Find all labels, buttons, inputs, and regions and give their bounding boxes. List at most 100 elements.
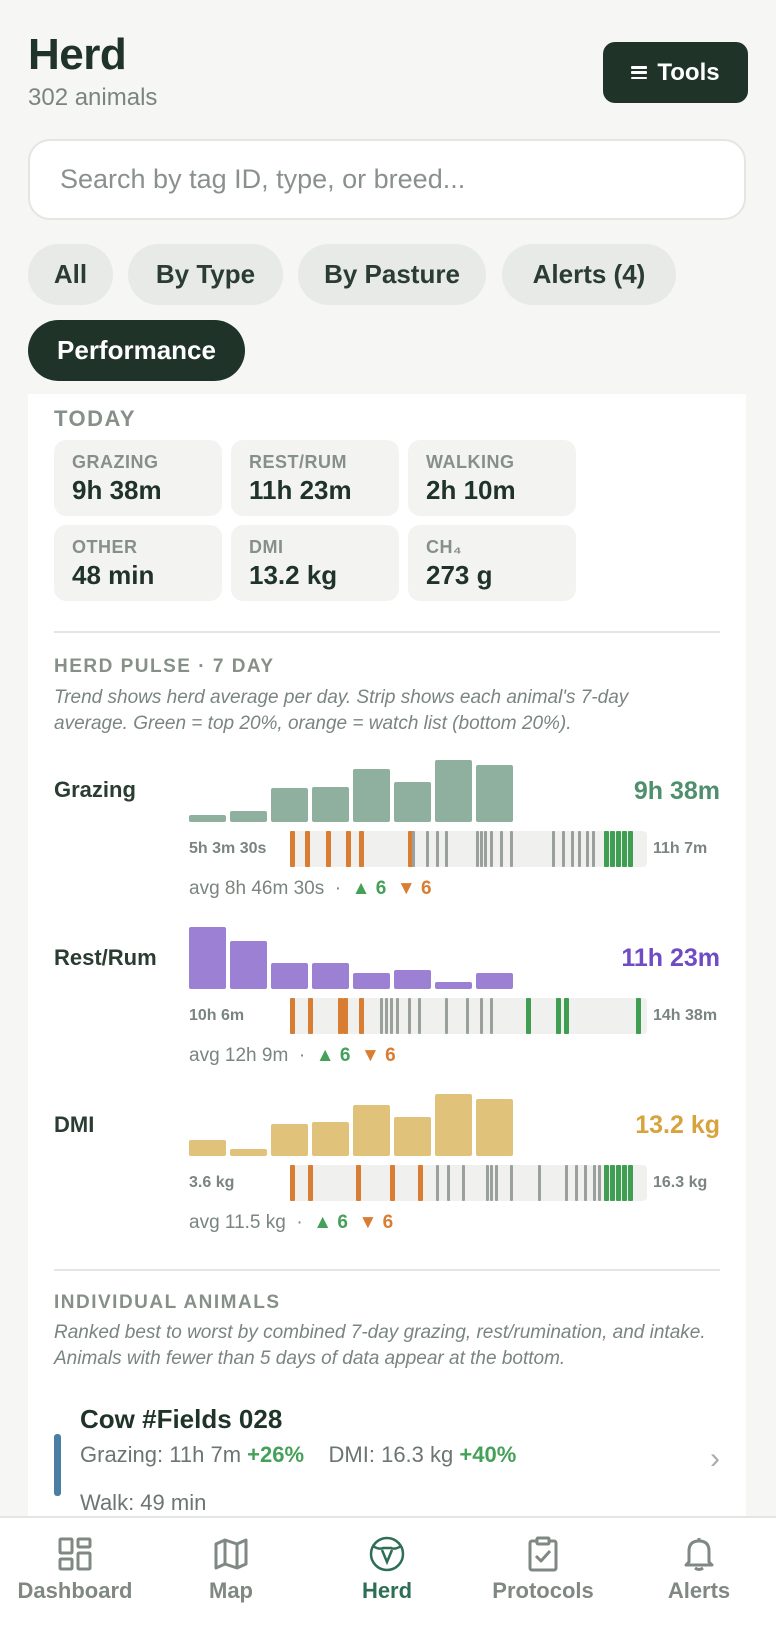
metric-name-dmi: DMI: [54, 1112, 95, 1137]
divider: [54, 1269, 720, 1271]
animal-row[interactable]: Cow #Fields 028 Grazing: 11h 7m +26% DMI…: [54, 1404, 720, 1524]
strip-max-grazing: 11h 7m: [653, 840, 708, 857]
page-title: Herd: [28, 30, 127, 79]
top-count: 6: [337, 1212, 348, 1233]
today-label: TODAY: [54, 406, 137, 431]
tab-label: Protocols: [492, 1578, 594, 1603]
trend-bar: [353, 769, 390, 822]
trend-bar: [189, 927, 226, 989]
animal-tick: [538, 1165, 541, 1201]
watch-count: 6: [420, 878, 432, 899]
animal-tick: [592, 831, 595, 867]
trend-bars-dmi: [189, 1094, 519, 1156]
tab-protocols[interactable]: Protocols: [468, 1536, 618, 1604]
animal-tick: [486, 1165, 489, 1201]
animal-tick: [610, 1165, 615, 1201]
animal-tick: [610, 831, 615, 867]
filter-label: All: [53, 259, 88, 289]
stat-value: 2h 10m: [426, 475, 516, 505]
trend-bar: [271, 963, 308, 989]
trend-bar: [476, 1099, 513, 1156]
animal-tick: [604, 1165, 609, 1201]
strip-min-dmi: 3.6 kg: [189, 1174, 235, 1191]
filter-performance[interactable]: Performance: [28, 320, 245, 381]
dmi-change: +40%: [459, 1442, 517, 1467]
stat-value: 273 g: [426, 560, 493, 590]
animal-tick: [396, 998, 399, 1034]
stat-ch4: CH₄ 273 g: [408, 525, 576, 601]
avg-value: avg 12h 9m: [189, 1045, 289, 1066]
metric-value-grazing: 9h 38m: [633, 777, 720, 805]
stat-walking: WALKING 2h 10m: [408, 440, 576, 516]
animal-tick: [408, 831, 413, 867]
animal-tick: [510, 831, 513, 867]
animal-tick: [290, 998, 295, 1034]
animal-stats: Grazing: 11h 7m +26% DMI: 16.3 kg +40%: [80, 1442, 516, 1468]
stat-rest-rum: REST/RUM 11h 23m: [231, 440, 399, 516]
tab-herd[interactable]: Herd: [312, 1536, 462, 1604]
dashboard-icon: [58, 1537, 92, 1571]
stat-label: GRAZING: [72, 452, 159, 472]
trend-bar: [394, 1117, 431, 1156]
animal-tick: [510, 1165, 513, 1201]
animal-tick: [564, 998, 569, 1034]
animal-tick: [584, 1165, 587, 1201]
animal-tick: [556, 998, 561, 1034]
stat-label: OTHER: [72, 537, 138, 557]
trend-bars-rest-rum: [189, 927, 519, 989]
animal-tick: [490, 1165, 493, 1201]
tools-button[interactable]: Tools: [603, 42, 748, 103]
tab-dashboard[interactable]: Dashboard: [0, 1536, 150, 1604]
animal-tick: [490, 998, 493, 1034]
trend-bar: [271, 788, 308, 822]
tab-map[interactable]: Map: [156, 1536, 306, 1604]
trend-bar: [435, 982, 472, 989]
animal-tick: [418, 998, 421, 1034]
animal-tick: [462, 1165, 465, 1201]
cow-icon: [369, 1536, 405, 1572]
animal-tick: [447, 1165, 450, 1201]
animal-tick: [484, 831, 487, 867]
search-input[interactable]: [28, 139, 746, 220]
trend-bar: [230, 811, 267, 822]
filter-all[interactable]: All: [28, 244, 113, 305]
animal-tick: [500, 831, 503, 867]
herd-pulse-note: Trend shows herd average per day. Strip …: [54, 687, 629, 734]
animal-tick: [562, 831, 565, 867]
animal-tick: [390, 1165, 395, 1201]
metric-value-rest-rum: 11h 23m: [621, 944, 720, 972]
trend-bar: [271, 1124, 308, 1156]
animal-tick: [480, 831, 483, 867]
animal-tick: [578, 831, 581, 867]
strip-max-dmi: 16.3 kg: [653, 1174, 708, 1191]
avg-line-grazing: avg 8h 46m 30s · ▲ 6 ▼ 6: [189, 878, 432, 899]
filter-by-type[interactable]: By Type: [128, 244, 283, 305]
animal-tick: [305, 831, 310, 867]
filter-alerts[interactable]: Alerts (4): [502, 244, 676, 305]
animal-tick: [380, 998, 383, 1034]
animal-tick: [290, 831, 295, 867]
animal-tick: [628, 1165, 633, 1201]
animal-tick: [598, 1165, 601, 1201]
stat-value: 48 min: [72, 560, 155, 590]
animal-tick: [326, 831, 331, 867]
tab-label: Map: [209, 1578, 253, 1603]
animal-tick: [636, 998, 641, 1034]
trend-bar: [435, 1094, 472, 1156]
trend-bar: [312, 787, 349, 822]
trend-bar: [353, 1105, 390, 1156]
performance-card: TODAY GRAZING 9h 38m REST/RUM 11h 23m WA…: [28, 394, 746, 1524]
chevron-right-icon: ›: [710, 1442, 720, 1475]
stat-dmi: DMI 13.2 kg: [231, 525, 399, 601]
animal-tick: [622, 1165, 627, 1201]
tab-alerts[interactable]: Alerts: [624, 1536, 774, 1604]
animal-tick: [575, 1165, 578, 1201]
stat-label: WALKING: [426, 452, 515, 472]
stat-label: DMI: [249, 537, 284, 557]
animal-tick: [343, 998, 348, 1034]
animal-tick: [445, 998, 448, 1034]
filter-by-pasture[interactable]: By Pasture: [298, 244, 486, 305]
grazing-value: 11h 7m: [169, 1442, 242, 1467]
metric-name-grazing: Grazing: [54, 777, 136, 802]
clipboard-icon: [528, 1536, 558, 1572]
